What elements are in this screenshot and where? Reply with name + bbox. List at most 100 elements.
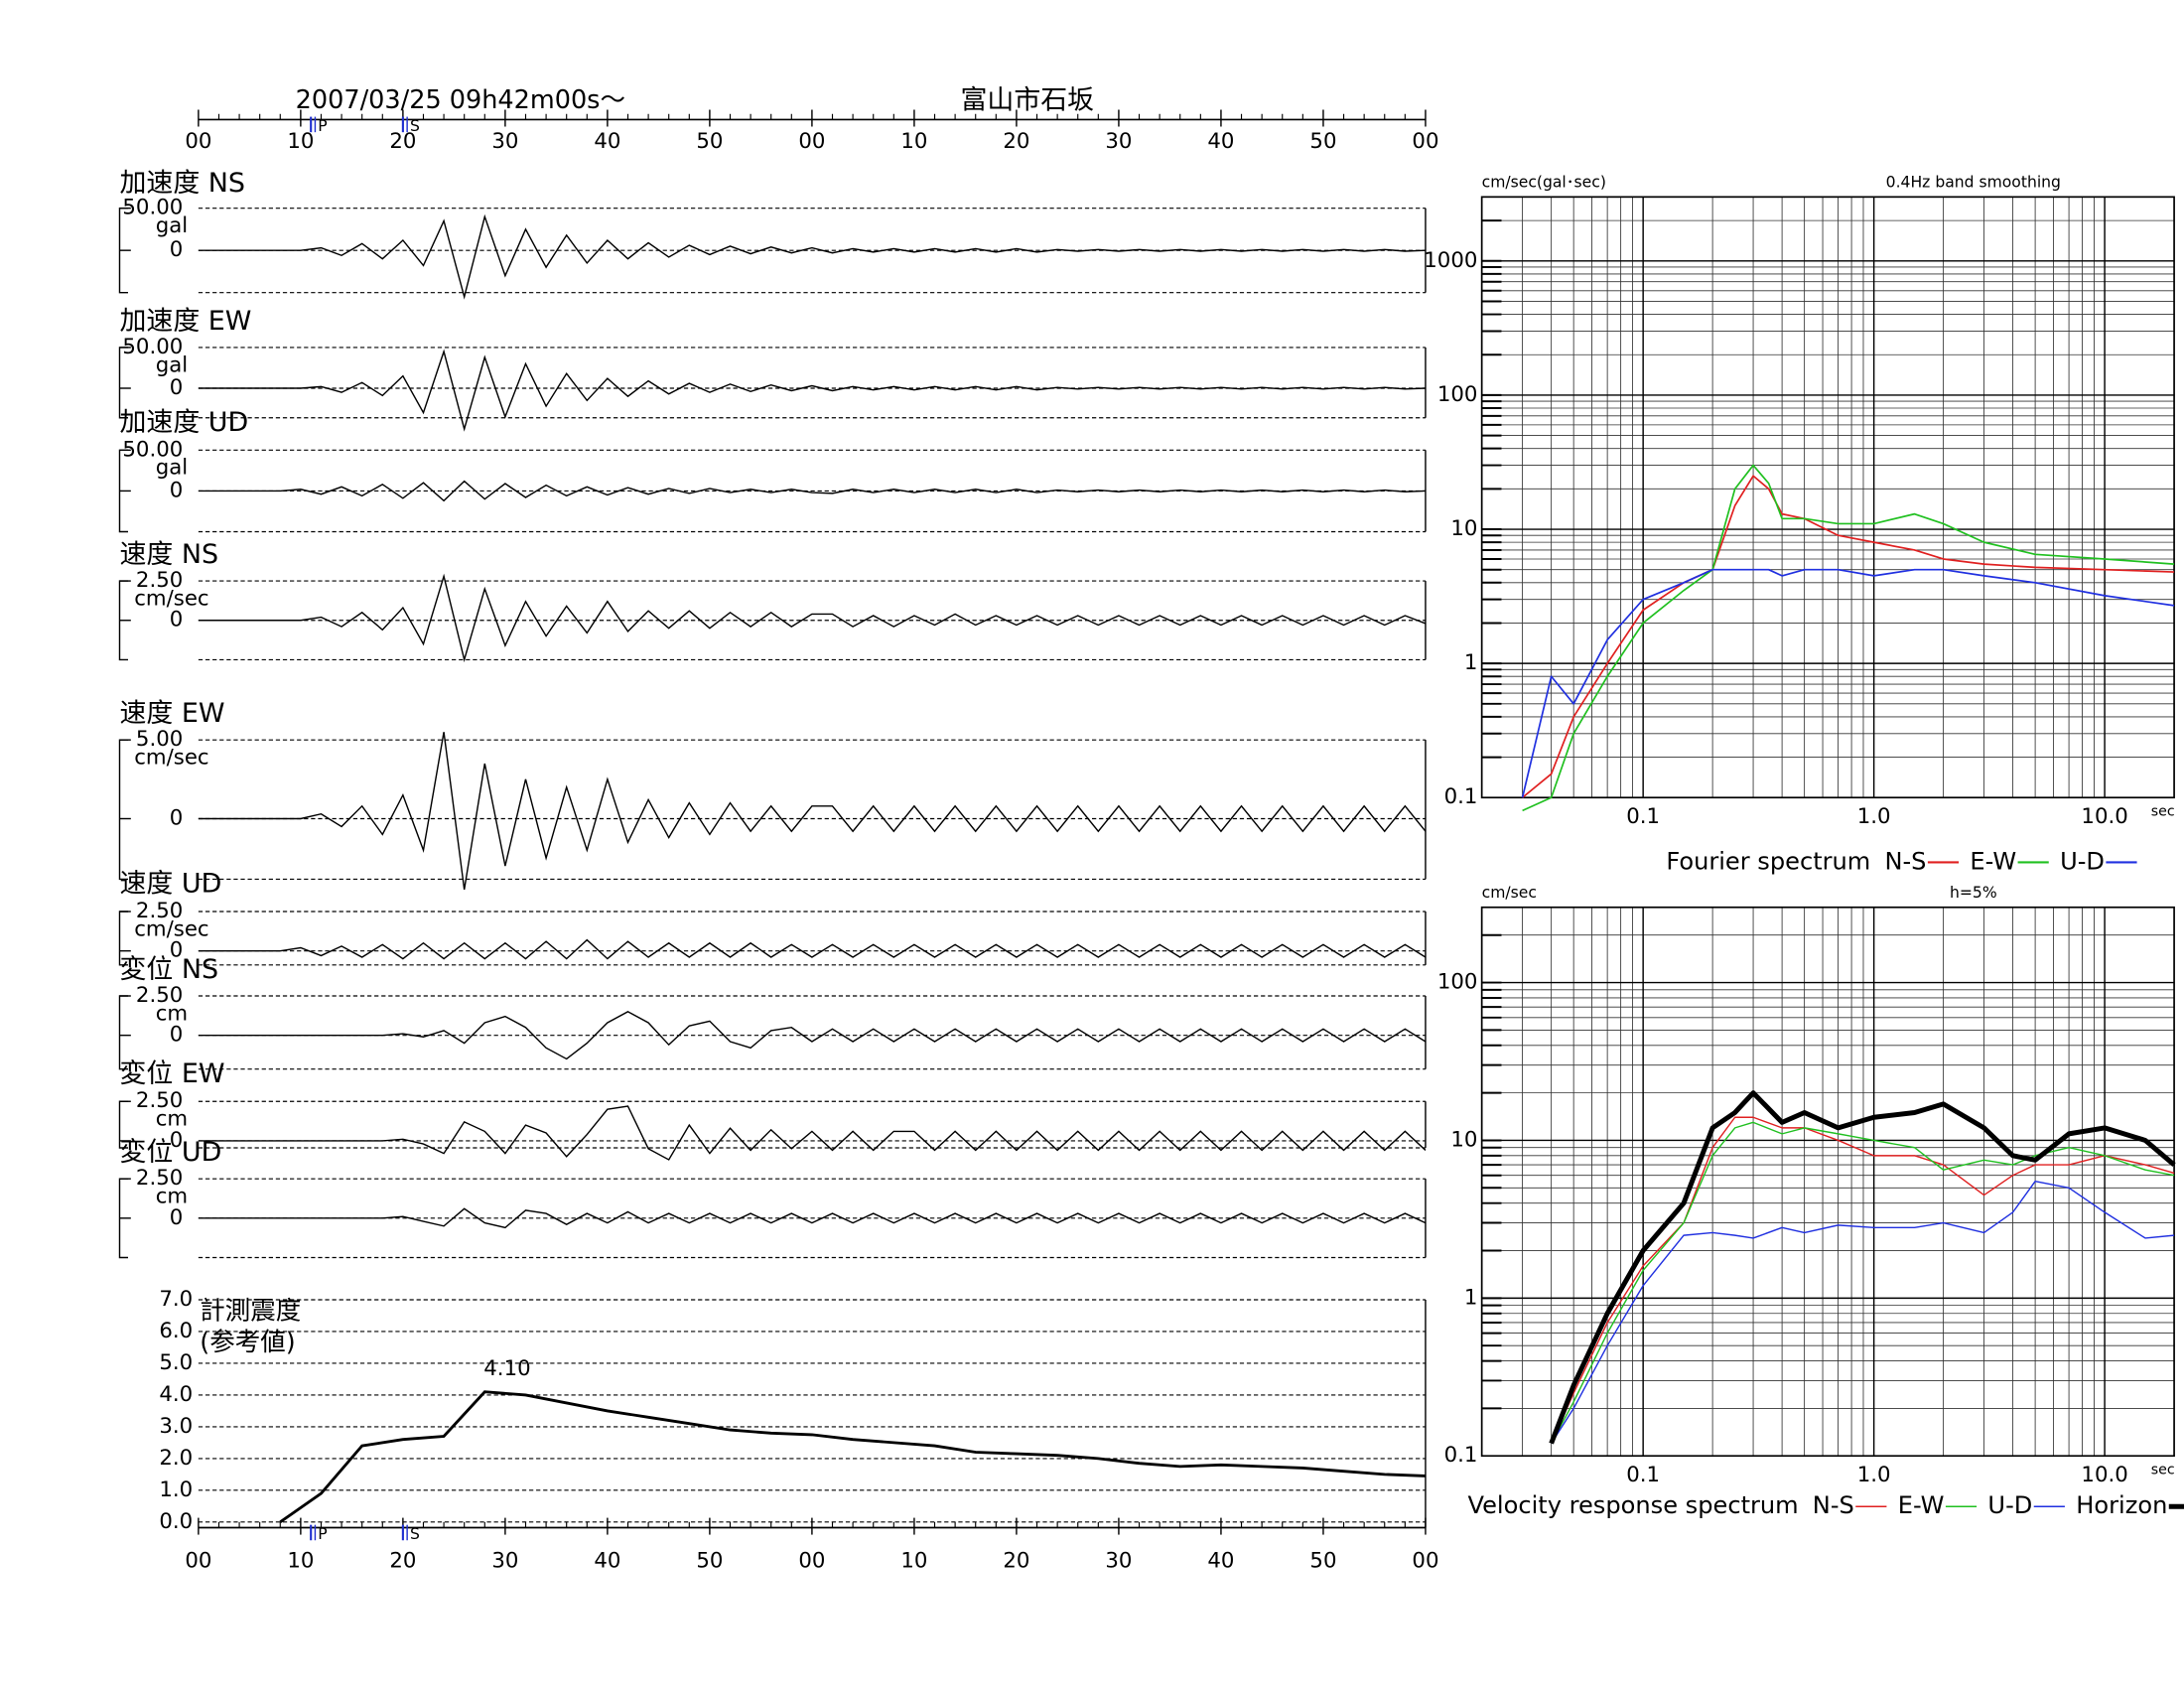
panel-name: 加速度 UD — [119, 407, 248, 438]
x-tick-label: 30 — [1105, 1549, 1132, 1574]
y-tick-label: 0 — [170, 478, 184, 502]
panel-unit: gal — [156, 213, 188, 238]
plot-note: 0.4Hz band smoothing — [1886, 174, 2061, 192]
y-tick-label: 50.00 — [122, 196, 183, 220]
waveform — [198, 1011, 1427, 1060]
phase-label: S — [410, 117, 420, 135]
y-tick-label: 100 — [1437, 382, 1478, 407]
x-tick-label: 00 — [1412, 129, 1438, 154]
x-tick-label: 00 — [798, 1549, 825, 1574]
y-tick-label: 10 — [1450, 516, 1477, 541]
spectrum-line — [1551, 1181, 2175, 1445]
y-tick-label: 7.0 — [159, 1287, 193, 1312]
y-tick-label: 0 — [170, 237, 184, 262]
y-tick-label: 0 — [170, 806, 184, 831]
legend-label: N-S — [1884, 847, 1926, 875]
y-tick-label: 1000 — [1424, 248, 1477, 273]
x-tick-label: 10.0 — [2081, 1463, 2127, 1487]
plot-note: h=5% — [1950, 884, 1997, 902]
legend-label: U-D — [1987, 1491, 2032, 1519]
y-tick-label: 50.00 — [122, 437, 183, 462]
panel-name: 速度 UD — [119, 869, 221, 900]
x-tick-label: 40 — [1207, 1549, 1234, 1574]
x-tick-label: 0.1 — [1626, 1463, 1660, 1487]
y-tick-label: 2.0 — [159, 1446, 193, 1471]
y-axis-label: cm/sec(gal･sec) — [1482, 174, 1606, 192]
x-tick-label: 10.0 — [2081, 804, 2127, 829]
plot-frame — [1480, 196, 2175, 799]
panel-unit: cm/sec — [134, 916, 208, 941]
y-axis-label: cm/sec — [1482, 884, 1537, 902]
spectrum-line — [1551, 1121, 2175, 1445]
spectrum-line — [1550, 1116, 2175, 1444]
x-tick-label: 00 — [1412, 1549, 1438, 1574]
intensity-line — [279, 1390, 1427, 1523]
y-tick-label: 3.0 — [159, 1414, 193, 1439]
x-axis-label: sec — [2151, 1462, 2175, 1477]
panel-name: 変位 EW — [119, 1058, 224, 1089]
y-tick-label: 1 — [1464, 650, 1478, 675]
waveform — [198, 573, 1427, 663]
legend-label: N-S — [1813, 1491, 1854, 1519]
phase-label: S — [410, 1525, 420, 1543]
spectrum-line — [1522, 464, 2175, 812]
y-tick-label: 6.0 — [159, 1319, 193, 1343]
x-tick-label: 40 — [594, 129, 620, 154]
panel-unit: cm — [156, 1001, 188, 1026]
y-tick-label: 100 — [1437, 970, 1478, 995]
spectrum-line — [1549, 1090, 2176, 1445]
panel-unit: cm/sec — [134, 746, 208, 771]
y-tick-label: 0.1 — [1444, 784, 1478, 809]
x-tick-label: 40 — [1207, 129, 1234, 154]
x-tick-label: 10 — [287, 129, 314, 154]
waveform — [198, 938, 1427, 960]
panel-unit: cm — [156, 1107, 188, 1132]
x-tick-label: 00 — [185, 1549, 211, 1574]
x-tick-label: 00 — [798, 129, 825, 154]
y-tick-label: 0 — [170, 1128, 184, 1153]
x-tick-label: 1.0 — [1857, 804, 1891, 829]
y-tick-label: 1 — [1464, 1285, 1478, 1310]
panel-unit: gal — [156, 352, 188, 377]
y-tick-label: 2.50 — [136, 983, 183, 1008]
y-tick-label: 2.50 — [136, 1166, 183, 1191]
x-tick-label: 10 — [900, 1549, 927, 1574]
waveform — [198, 1207, 1427, 1229]
waveform — [198, 213, 1426, 300]
x-tick-label: 50 — [1309, 129, 1336, 154]
y-tick-label: 0 — [170, 1205, 184, 1230]
y-tick-label: 4.0 — [159, 1382, 193, 1407]
waveform — [198, 480, 1426, 502]
panel-unit: cm — [156, 1185, 188, 1209]
waveform — [198, 349, 1426, 432]
y-tick-label: 50.00 — [122, 335, 183, 359]
legend-title: Velocity response spectrum — [1467, 1491, 1798, 1519]
panel-name: 速度 EW — [119, 698, 224, 729]
y-tick-label: 0 — [170, 375, 184, 400]
date-time: 2007/03/25 09h42m00s〜 — [296, 85, 625, 115]
legend-label: Horizon — [2076, 1491, 2167, 1519]
x-tick-label: 30 — [1105, 129, 1132, 154]
y-tick-label: 5.00 — [136, 727, 183, 752]
x-axis-label: sec — [2151, 803, 2175, 819]
y-tick-label: 1.0 — [159, 1477, 193, 1502]
x-tick-label: 00 — [185, 129, 211, 154]
panel-unit: cm/sec — [134, 587, 208, 612]
legend-label: E-W — [1970, 847, 2016, 875]
panel-name: 変位 NS — [119, 954, 218, 985]
y-tick-label: 10 — [1450, 1127, 1477, 1152]
x-tick-label: 20 — [389, 1549, 416, 1574]
y-tick-label: 2.50 — [136, 568, 183, 593]
plot-frame — [1480, 906, 2175, 1458]
legend-title: Fourier spectrum — [1666, 847, 1870, 875]
x-tick-label: 0.1 — [1626, 804, 1660, 829]
y-tick-label: 0 — [170, 608, 184, 633]
legend-label: E-W — [1898, 1491, 1945, 1519]
y-tick-label: 0.0 — [159, 1509, 193, 1534]
panel-unit: gal — [156, 456, 188, 481]
x-tick-label: 10 — [287, 1549, 314, 1574]
panel-bracket — [118, 739, 128, 881]
panel-name: 変位 UD — [119, 1137, 221, 1168]
y-tick-label: 2.50 — [136, 1088, 183, 1113]
